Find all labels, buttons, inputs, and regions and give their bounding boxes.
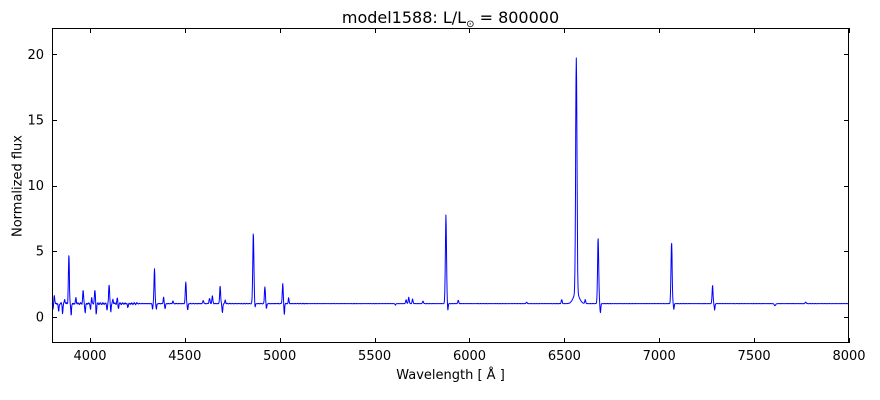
solar-symbol-subscript: ⊙ <box>466 19 475 30</box>
x-tick-label: 6500 <box>548 349 581 364</box>
y-tick-label: 10 <box>27 179 44 194</box>
y-tick-label: 5 <box>36 245 44 260</box>
axes-frame <box>52 28 849 343</box>
x-tick-label: 4000 <box>73 349 106 364</box>
x-tick-label: 4500 <box>168 349 201 364</box>
x-tick-label: 5500 <box>358 349 391 364</box>
x-tick-label: 6000 <box>453 349 486 364</box>
y-axis-label: Normalized flux <box>10 135 26 237</box>
x-tick-label: 7500 <box>738 349 771 364</box>
y-tick-label: 20 <box>27 48 44 63</box>
y-tick-label: 0 <box>36 310 44 325</box>
chart-title: model1588: L/L⊙ = 800000 <box>52 9 849 34</box>
x-tick-label: 7000 <box>643 349 676 364</box>
x-axis-label: Wavelength [ Å ] <box>396 368 505 383</box>
x-tick-label: 8000 <box>832 349 865 364</box>
y-tick-label: 15 <box>27 113 44 128</box>
chart-title-value: = 800000 <box>474 8 560 27</box>
chart-title-text: model1588: L/L <box>341 8 467 27</box>
spectrum-line <box>51 57 850 316</box>
x-tick-label: 5000 <box>263 349 296 364</box>
